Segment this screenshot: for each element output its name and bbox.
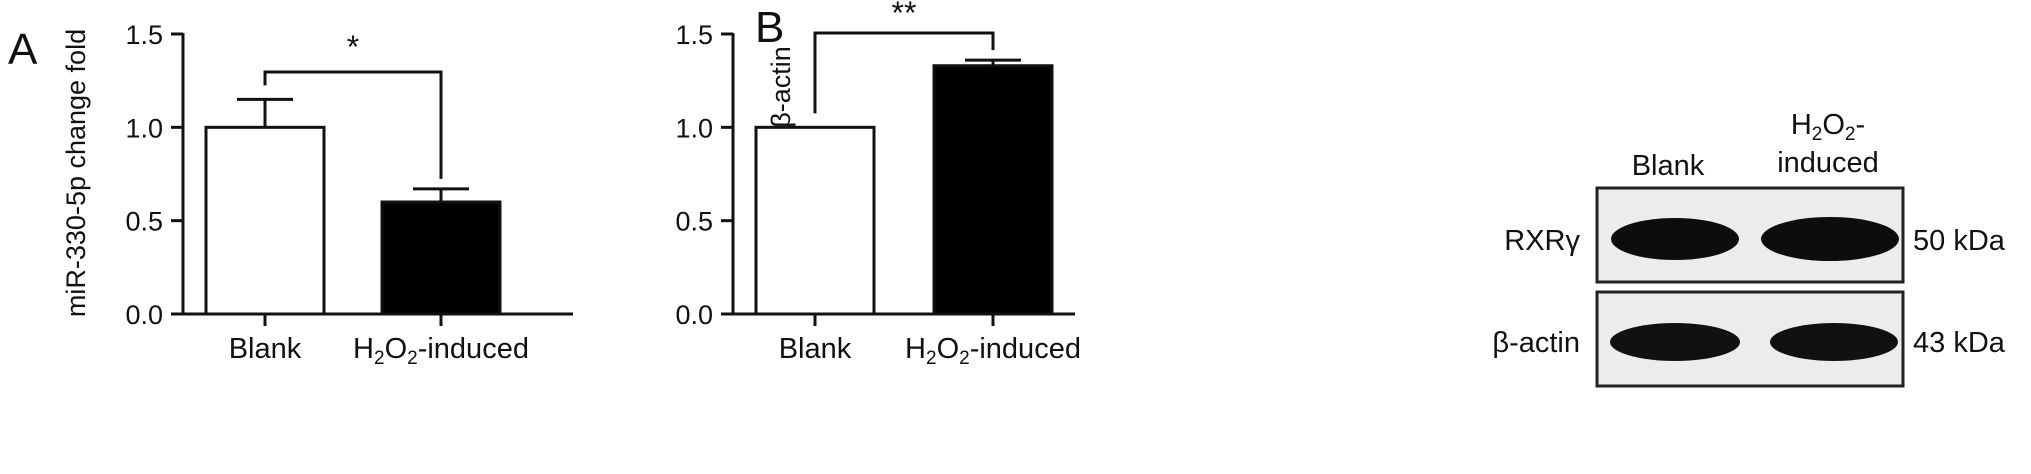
panel-b-letter: B xyxy=(755,3,784,52)
chart-a-significance-label: * xyxy=(347,29,359,65)
chart-a-ylabel: miR-330-5p change fold xyxy=(61,29,91,317)
chart-b-xtick-label-0: Blank xyxy=(779,333,852,365)
chart-a: miR-330-5p change fold 0.0 0.5 1.0 1.5 Blank… xyxy=(61,20,573,369)
chart-a-xtick-label-0: Blank xyxy=(229,333,302,365)
western-blot: Blank H2O2- induced RXRγ 50 kDa β-actin … xyxy=(1492,109,2006,388)
blot-size-rxrg: 50 kDa xyxy=(1913,225,2006,257)
chart-a-ytick-label: 1.0 xyxy=(125,113,163,143)
chart-a-ytick-label: 0.5 xyxy=(125,207,163,237)
chart-a-ytick-label: 0.0 xyxy=(125,300,163,330)
band-actin-blank xyxy=(1610,323,1740,361)
blot-col-h2o2-line1: H2O2- xyxy=(1791,109,1865,145)
chart-a-bar-0 xyxy=(204,125,326,316)
chart-b-significance-bracket xyxy=(813,31,995,114)
chart-b-ytick-label: 1.0 xyxy=(675,113,713,143)
band-actin-h2o2 xyxy=(1770,323,1898,361)
band-rxrg-h2o2 xyxy=(1761,217,1899,261)
chart-a-xtick-label-1: H2O2-induced xyxy=(353,333,529,369)
chart-a-ytick-label: 1.5 xyxy=(125,20,163,50)
chart-a-bar-1 xyxy=(380,200,502,316)
blot-row-label-rxrg: RXRγ xyxy=(1504,225,1580,257)
blot-size-actin: 43 kDa xyxy=(1913,327,2006,359)
blot-col-h2o2-line2: induced xyxy=(1777,147,1879,179)
panel-a-letter: A xyxy=(8,25,38,74)
chart-b-significance-label: ** xyxy=(892,0,917,31)
chart-b-xtick-label-1: H2O2-induced xyxy=(905,333,1081,369)
blot-row-label-actin: β-actin xyxy=(1492,327,1580,359)
band-rxrg-blank xyxy=(1611,218,1739,260)
chart-b-ytick-label: 0.5 xyxy=(675,207,713,237)
blot-col-blank: Blank xyxy=(1632,150,1705,182)
chart-b-ytick-label: 0.0 xyxy=(675,300,713,330)
chart-b-bar-0 xyxy=(754,125,876,316)
chart-b-ytick-label: 1.5 xyxy=(675,20,713,50)
chart-a-significance-bracket xyxy=(263,70,443,179)
chart-b: RXRγ/β-actin 0.00.51.01.5BlankH2O2-induc… xyxy=(675,0,1081,369)
chart-b-bar-1 xyxy=(932,64,1054,316)
